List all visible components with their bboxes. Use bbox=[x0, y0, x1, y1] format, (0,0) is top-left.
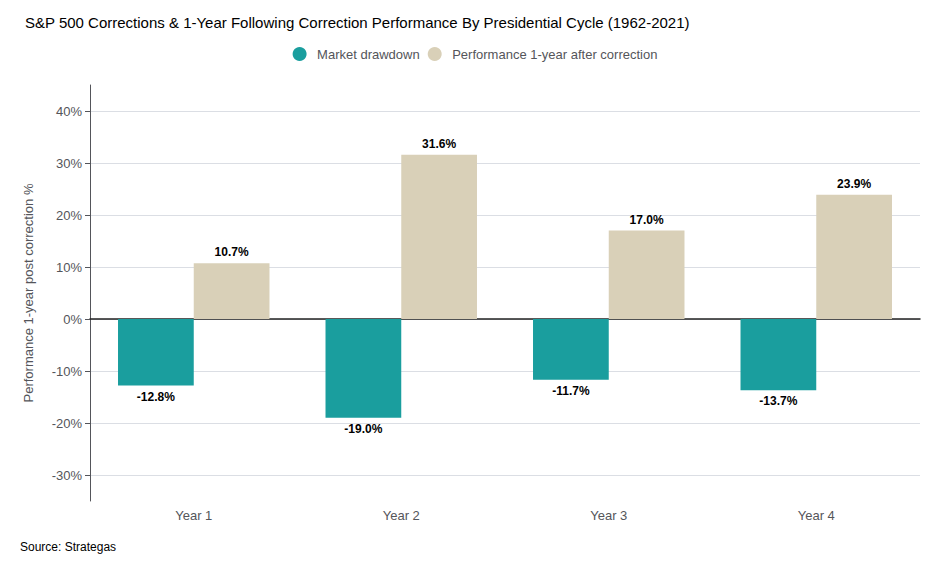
svg-text:10%: 10% bbox=[56, 260, 82, 275]
svg-text:Performance 1-year after corre: Performance 1-year after correction bbox=[452, 47, 657, 62]
svg-text:17.0%: 17.0% bbox=[630, 213, 664, 227]
svg-text:-30%: -30% bbox=[52, 468, 83, 483]
svg-text:-20%: -20% bbox=[52, 416, 83, 431]
svg-text:-11.7%: -11.7% bbox=[552, 384, 590, 398]
svg-text:20%: 20% bbox=[56, 208, 82, 223]
svg-text:Performance 1-year post correc: Performance 1-year post correction % bbox=[21, 183, 36, 402]
svg-text:Year 2: Year 2 bbox=[383, 508, 420, 523]
svg-text:-13.7%: -13.7% bbox=[759, 394, 797, 408]
svg-text:S&P 500 Corrections & 1-Year F: S&P 500 Corrections & 1-Year Following C… bbox=[25, 14, 690, 31]
svg-text:10.7%: 10.7% bbox=[215, 245, 249, 259]
svg-text:Year 4: Year 4 bbox=[798, 508, 835, 523]
svg-text:-19.0%: -19.0% bbox=[344, 422, 382, 436]
svg-text:31.6%: 31.6% bbox=[422, 137, 456, 151]
svg-text:Year 3: Year 3 bbox=[590, 508, 627, 523]
svg-text:Year 1: Year 1 bbox=[175, 508, 212, 523]
svg-text:23.9%: 23.9% bbox=[837, 177, 871, 191]
svg-text:Market drawdown: Market drawdown bbox=[317, 47, 420, 62]
svg-text:30%: 30% bbox=[56, 156, 82, 171]
svg-text:0%: 0% bbox=[63, 312, 82, 327]
svg-text:-12.8%: -12.8% bbox=[137, 390, 175, 404]
svg-text:Source: Strategas: Source: Strategas bbox=[20, 540, 116, 554]
svg-text:40%: 40% bbox=[56, 104, 82, 119]
svg-text:-10%: -10% bbox=[52, 364, 83, 379]
